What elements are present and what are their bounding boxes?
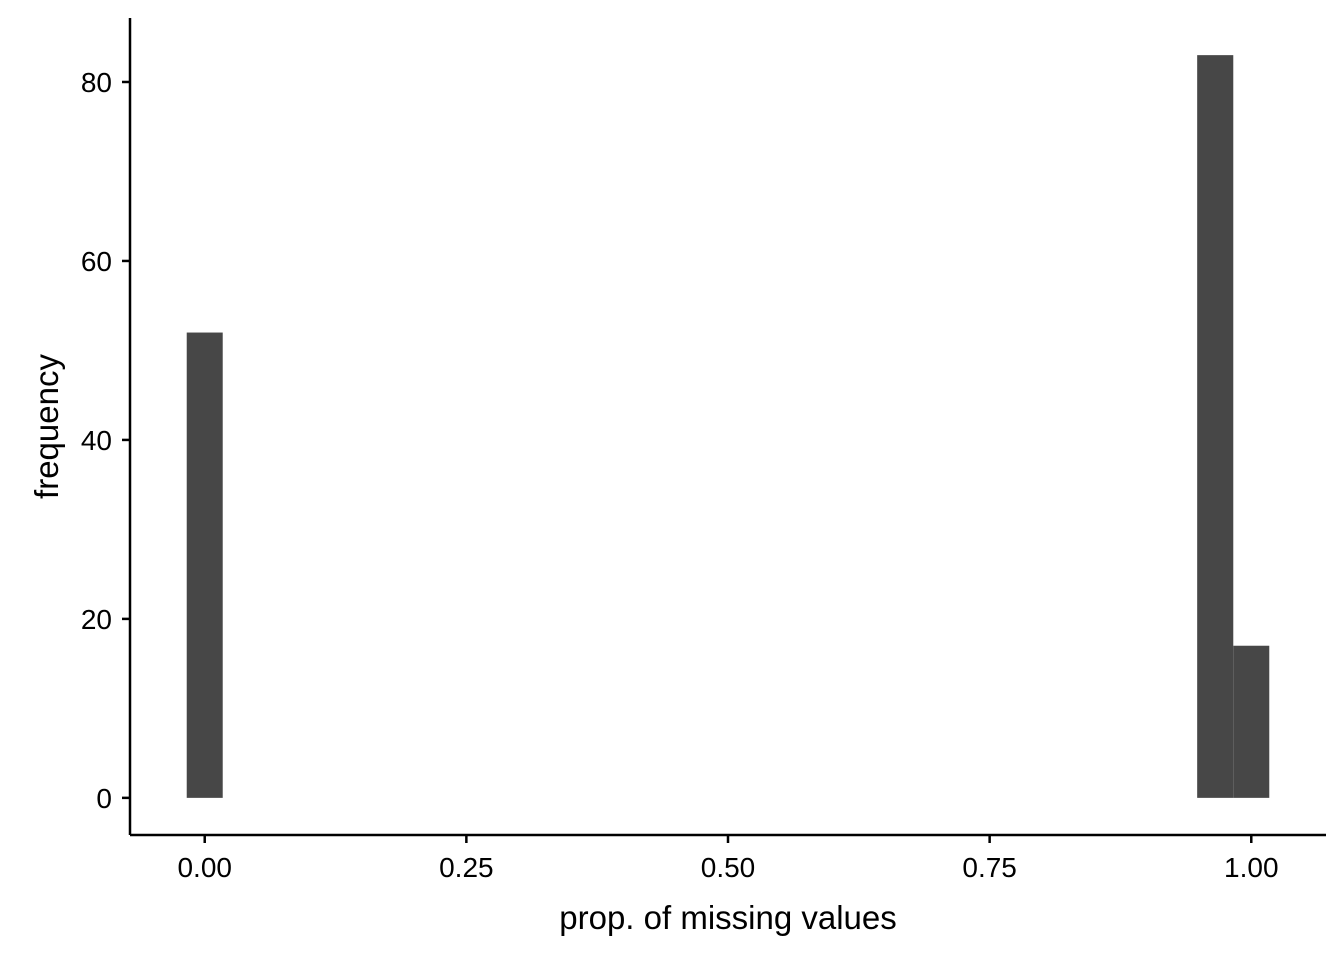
y-axis-ticks: 0 20 40 60 80 — [81, 67, 130, 814]
x-tick-label: 0.00 — [177, 852, 232, 883]
y-tick-label: 60 — [81, 246, 112, 277]
bars-group — [186, 55, 1270, 798]
y-tick-label: 40 — [81, 425, 112, 456]
y-tick-label: 0 — [96, 783, 112, 814]
x-tick-label: 0.25 — [439, 852, 494, 883]
y-tick-label: 80 — [81, 67, 112, 98]
histogram-bar-2 — [1233, 645, 1270, 798]
x-tick-label: 1.00 — [1224, 852, 1279, 883]
y-axis-title: frequency — [28, 354, 65, 499]
histogram-bar-0 — [186, 332, 223, 798]
histogram-bar-1 — [1197, 55, 1234, 798]
x-axis-ticks: 0.00 0.25 0.50 0.75 1.00 — [177, 835, 1279, 883]
x-tick-label: 0.50 — [701, 852, 756, 883]
y-tick-label: 20 — [81, 604, 112, 635]
axes-group — [128, 18, 1326, 837]
x-tick-label: 0.75 — [962, 852, 1017, 883]
x-axis-title: prop. of missing values — [559, 899, 897, 936]
